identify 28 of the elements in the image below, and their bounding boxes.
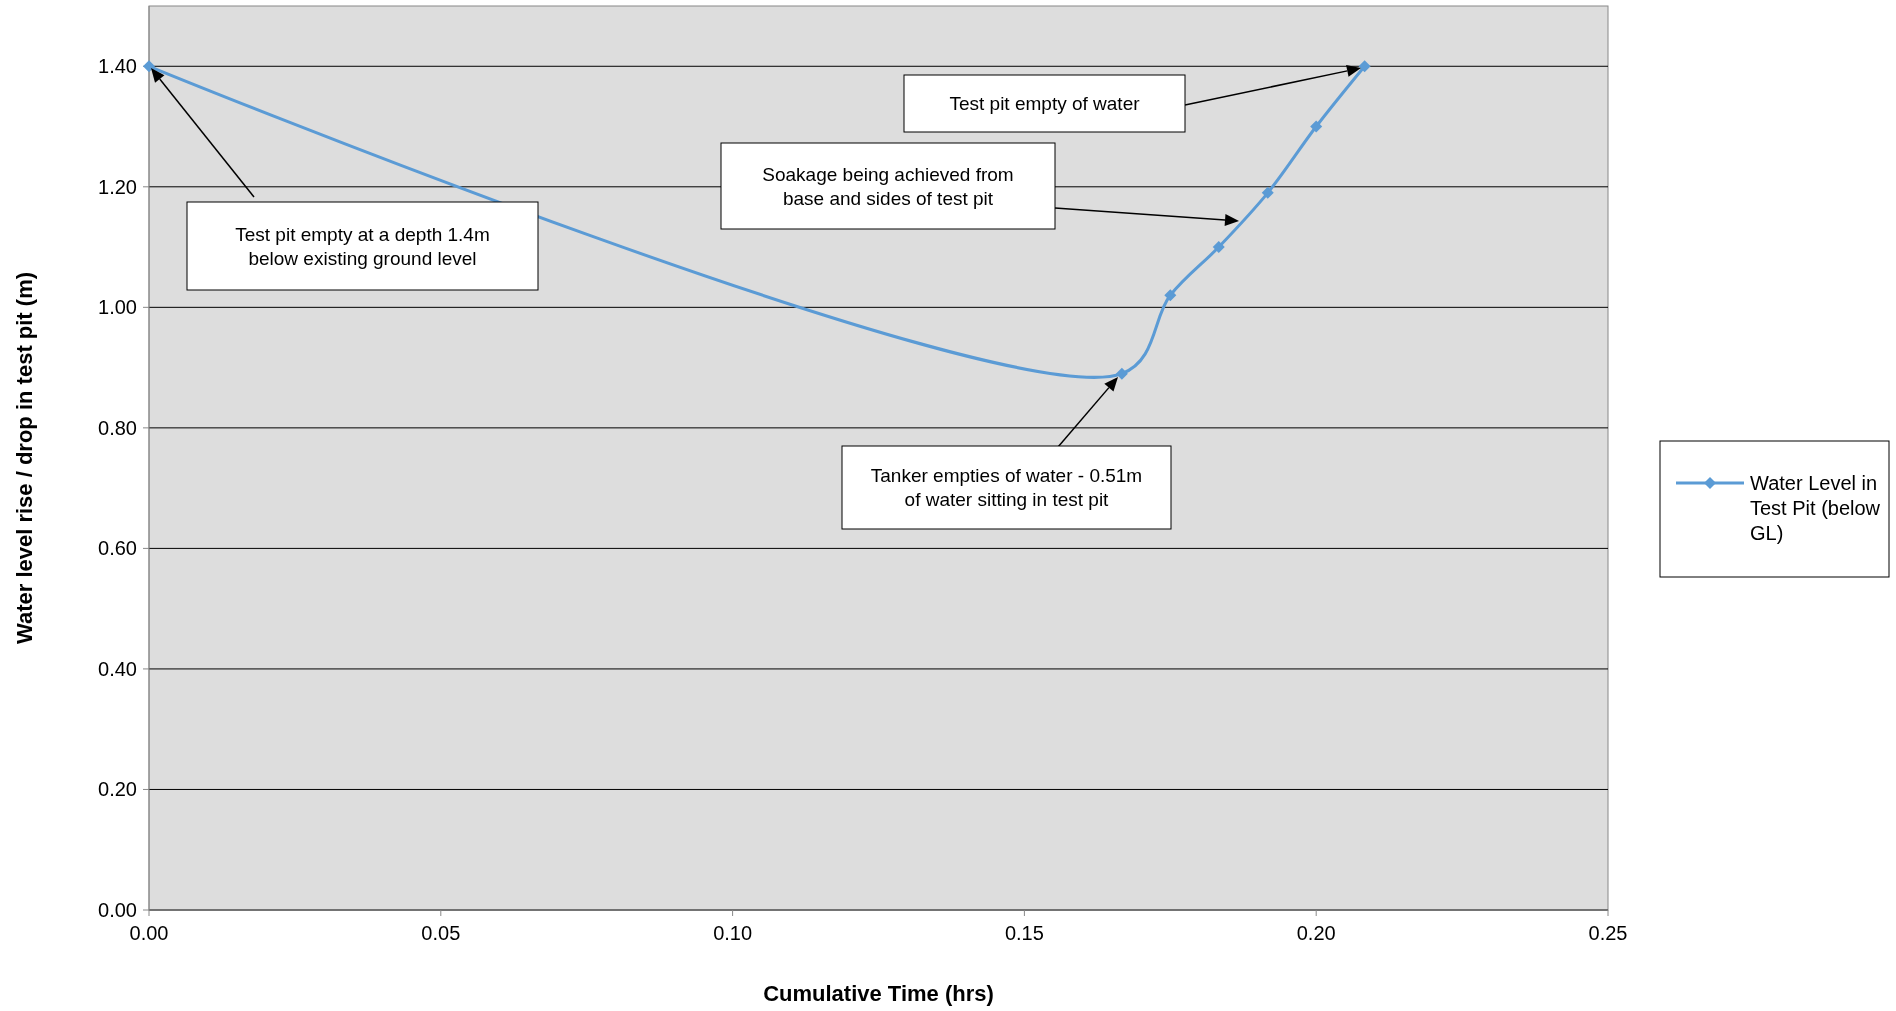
y-tick-label: 1.40 (98, 55, 137, 78)
y-tick-label: 0.40 (98, 657, 137, 680)
x-tick-label: 0.10 (713, 922, 753, 944)
x-tick-label: 0.05 (421, 922, 461, 944)
y-tick-label: 0.60 (98, 537, 137, 560)
annotation: Tanker empties of water - 0.51m of water sitting in test pit (870, 465, 1143, 511)
legend-label: Water Level in Test Pit (below GL) (1750, 472, 1881, 544)
x-axis-title: Cumulative Time (hrs) (763, 981, 994, 1006)
annotation: Test pit empty at a depth 1.4m below existing ground level (235, 223, 490, 269)
y-axis-title: Water level rise / drop in test pit (m) (12, 271, 37, 645)
x-tick-label: 0.25 (1588, 922, 1628, 944)
annotation: Soakage being achieved from base and sides of test pit (762, 163, 1014, 209)
y-tick-label: 1.20 (98, 175, 137, 198)
y-tick-label: 1.00 (98, 296, 137, 319)
point (143, 60, 155, 73)
x-tick-label: 0.20 (1296, 922, 1336, 944)
y-tick-label: 0.20 (98, 778, 137, 801)
point (1310, 120, 1323, 133)
point (1164, 289, 1177, 302)
point (1261, 186, 1274, 199)
y-tick-label: 0.00 (98, 899, 137, 921)
point (1212, 241, 1225, 254)
point (1115, 367, 1128, 380)
point (1358, 60, 1371, 73)
y-tick-label: 0.80 (98, 416, 137, 439)
x-tick-label: 0.00 (129, 922, 169, 944)
x-tick-label: 0.15 (1004, 922, 1044, 944)
annotation: Test pit empty of water (949, 93, 1141, 115)
